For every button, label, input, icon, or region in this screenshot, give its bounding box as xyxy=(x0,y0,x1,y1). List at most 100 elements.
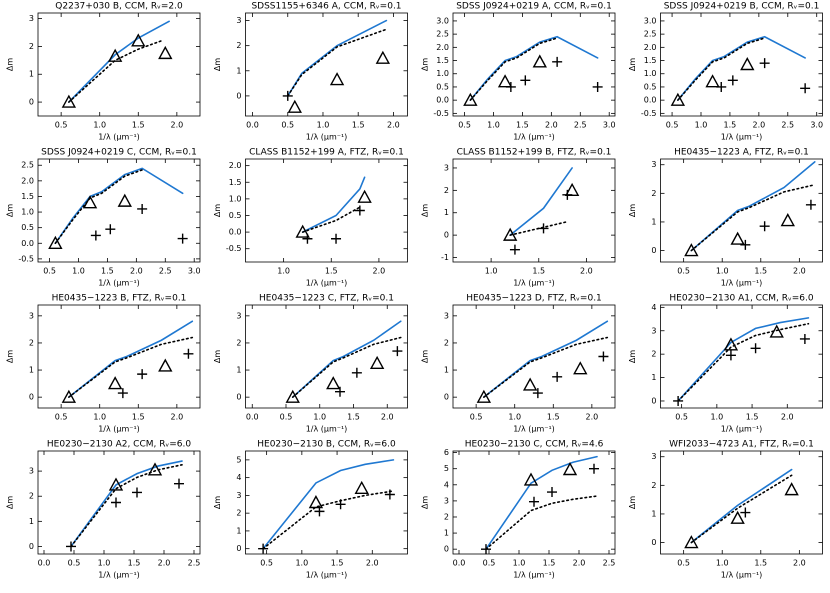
triangle-point xyxy=(82,195,98,209)
plot-frame xyxy=(37,450,201,555)
y-tick-label: 3 xyxy=(29,14,34,23)
cross-point xyxy=(740,239,751,250)
triangle-point xyxy=(354,480,369,494)
x-tick-label: 1.5 xyxy=(746,413,759,422)
triangle-point xyxy=(523,472,539,486)
y-tick-label: 1.0 xyxy=(21,208,34,217)
y-tick-label: 3 xyxy=(29,467,34,476)
model-line-dotted xyxy=(68,40,163,103)
x-axis-label: 1/λ (μm⁻¹) xyxy=(306,425,348,434)
y-tick-label: 2 xyxy=(29,338,34,347)
plot-frame xyxy=(660,12,823,117)
triangle-point xyxy=(48,235,63,249)
x-tick-label: 2.5 xyxy=(159,267,172,276)
x-tick-label: 1.0 xyxy=(277,267,290,276)
panel-title: HE0230−2130 C, CCM, Rᵥ=4.6 xyxy=(465,440,604,450)
x-tick-label: 1.0 xyxy=(295,559,308,568)
cross-point xyxy=(505,81,516,92)
panel: Q2237+030 B, CCM, Rᵥ=2.0 1/λ (μm⁻¹) Δm 0.5 1… xyxy=(6,2,201,142)
triangle-point xyxy=(740,57,755,71)
x-axis-label: 1/λ (μm⁻¹) xyxy=(98,133,140,142)
plot-frame xyxy=(37,12,201,117)
triangle-point xyxy=(295,224,310,238)
cross-point xyxy=(351,367,362,378)
triangle-point xyxy=(684,535,699,549)
y-axis-label: Δm xyxy=(628,58,637,71)
y-tick-label: 4 xyxy=(444,480,449,489)
x-tick-label: 1.5 xyxy=(101,267,114,276)
triangle-point xyxy=(463,92,478,106)
x-tick-label: 3.0 xyxy=(603,121,616,130)
triangle-point xyxy=(329,72,345,86)
panel: HE0230−2130 C, CCM, Rᵥ=4.6 1/λ (μm⁻¹) Δm 0.… xyxy=(421,440,616,580)
cross-point xyxy=(800,83,811,94)
triangle-point xyxy=(562,462,578,476)
model-line xyxy=(68,320,194,398)
triangle-point xyxy=(369,355,385,369)
cross-point xyxy=(562,189,573,200)
y-tick-label: 1.0 xyxy=(644,69,657,78)
model-line-dotted xyxy=(301,206,361,233)
y-axis-label: Δm xyxy=(421,204,430,217)
x-tick-label: 0.5 xyxy=(260,559,273,568)
x-tick-label: 1.0 xyxy=(487,121,500,130)
x-tick-label: 1.0 xyxy=(716,559,729,568)
y-tick-label: 3.0 xyxy=(644,16,657,25)
panel-title: HE0230−2130 A1, CCM, Rᵥ=6.0 xyxy=(669,294,813,304)
y-tick-label: 0 xyxy=(236,91,241,100)
x-tick-label: 3.0 xyxy=(188,267,201,276)
y-tick-label: 2.0 xyxy=(229,161,242,170)
y-tick-label: 1.5 xyxy=(21,192,34,201)
plot-frame xyxy=(37,158,201,263)
x-tick-label: 1.0 xyxy=(317,121,330,130)
x-tick-label: 2.0 xyxy=(158,559,171,568)
panel: HE0230−2130 B, CCM, Rᵥ=6.0 1/λ (μm⁻¹) Δm 0.… xyxy=(213,440,408,580)
x-axis-label: 1/λ (μm⁻¹) xyxy=(306,571,348,580)
triangle-point xyxy=(769,324,784,338)
y-axis-label: Δm xyxy=(213,58,222,71)
x-tick-label: 2.5 xyxy=(188,559,201,568)
triangle-point xyxy=(502,227,518,241)
plot-frame xyxy=(452,158,616,263)
y-axis-label: Δm xyxy=(421,58,430,71)
panel-title: HE0230−2130 A2, CCM, Rᵥ=6.0 xyxy=(47,440,191,450)
y-tick-label: 0.5 xyxy=(229,211,242,220)
y-tick-label: 2 xyxy=(29,42,34,51)
x-tick-label: 2.0 xyxy=(781,413,794,422)
triangle-point xyxy=(158,358,173,372)
model-line-dotted xyxy=(485,495,598,550)
panel-title: Q2237+030 B, CCM, Rᵥ=2.0 xyxy=(55,2,183,12)
y-tick-label: -0.5 xyxy=(18,254,34,263)
y-axis-label: Δm xyxy=(6,58,15,71)
x-tick-label: 0.0 xyxy=(246,121,259,130)
plot-frame xyxy=(452,450,616,555)
x-tick-label: 0.5 xyxy=(666,121,679,130)
model-line-dotted xyxy=(262,490,395,550)
x-axis-label: 1/λ (μm⁻¹) xyxy=(98,571,140,580)
y-tick-label: 1 xyxy=(29,366,34,375)
y-tick-label: 2.5 xyxy=(436,30,449,39)
panel: SDSS J0924+0219 B, CCM, Rᵥ=0.1 1/λ (μm⁻¹)… xyxy=(628,2,823,142)
x-tick-label: 2.0 xyxy=(387,121,400,130)
x-tick-label: 1.5 xyxy=(724,121,737,130)
y-tick-label: 3 xyxy=(236,16,241,25)
triangle-point xyxy=(780,213,795,227)
x-tick-label: 2.0 xyxy=(573,559,586,568)
panel: HE0230−2130 A2, CCM, Rᵥ=6.0 1/λ (μm⁻¹) Δm 0… xyxy=(6,440,201,580)
model-line xyxy=(262,459,395,550)
x-tick-label: 0.5 xyxy=(55,413,68,422)
y-tick-label: 2 xyxy=(29,492,34,501)
y-tick-label: 1.5 xyxy=(644,56,657,65)
y-tick-label: 2.0 xyxy=(21,176,34,185)
panel: SDSS1155+6346 A, CCM, Rᵥ=0.1 1/λ (μm⁻¹) Δm… xyxy=(213,2,408,142)
x-tick-label: 2.0 xyxy=(170,413,183,422)
model-line xyxy=(509,167,573,236)
y-tick-label: 2 xyxy=(651,350,656,359)
y-tick-label: 0 xyxy=(444,393,449,402)
triangle-point xyxy=(784,482,799,496)
cross-point xyxy=(547,487,557,498)
y-tick-label: 0 xyxy=(236,393,241,402)
y-tick-label: 2 xyxy=(236,509,241,518)
cross-point xyxy=(740,507,751,518)
